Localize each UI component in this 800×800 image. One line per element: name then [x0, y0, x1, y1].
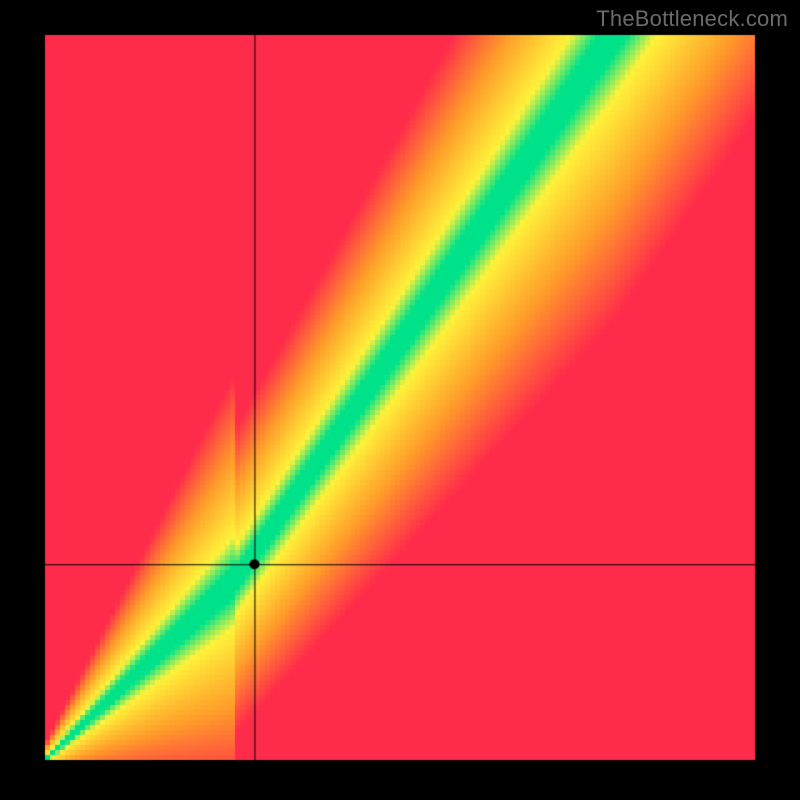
- chart-container: TheBottleneck.com: [0, 0, 800, 800]
- watermark-text: TheBottleneck.com: [596, 6, 788, 32]
- bottleneck-heatmap-canvas: [0, 0, 800, 800]
